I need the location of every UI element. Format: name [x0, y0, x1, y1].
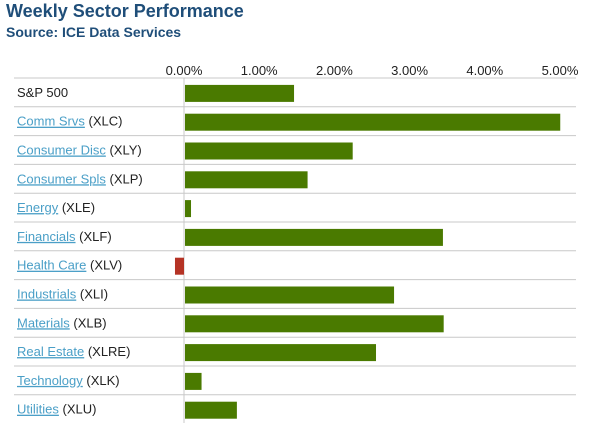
bar	[174, 257, 184, 275]
ticker-label: (XLF)	[76, 229, 112, 244]
bar	[185, 142, 353, 160]
category-label[interactable]: Energy (XLE)	[17, 200, 95, 215]
category-label[interactable]: Utilities (XLU)	[17, 402, 96, 417]
category-label[interactable]: Financials (XLF)	[17, 229, 112, 244]
bar	[185, 286, 395, 304]
bar	[185, 84, 295, 102]
bar	[185, 372, 202, 390]
sector-link[interactable]: Technology	[17, 373, 83, 388]
ticker-label: (XLC)	[85, 114, 123, 129]
category-label[interactable]: Materials (XLB)	[17, 315, 107, 330]
ticker-label: (XLP)	[106, 171, 143, 186]
category-label[interactable]: Real Estate (XLRE)	[17, 344, 130, 359]
sector-link[interactable]: Financials	[17, 229, 76, 244]
sector-link[interactable]: Health Care	[17, 258, 86, 273]
category-label: S&P 500	[17, 85, 68, 100]
category-label[interactable]: Health Care (XLV)	[17, 258, 122, 273]
ticker-label: (XLRE)	[84, 344, 130, 359]
bar	[185, 401, 237, 419]
x-tick-label: 2.00%	[316, 63, 353, 78]
ticker-label: (XLV)	[86, 258, 122, 273]
ticker-label: (XLE)	[58, 200, 95, 215]
sector-link[interactable]: Utilities	[17, 402, 59, 417]
bar	[185, 113, 561, 131]
sector-link[interactable]: Real Estate	[17, 344, 84, 359]
ticker-label: (XLY)	[106, 143, 142, 158]
category-label[interactable]: Technology (XLK)	[17, 373, 120, 388]
sector-link[interactable]: Materials	[17, 315, 70, 330]
bar	[185, 228, 443, 246]
sector-link[interactable]: Consumer Spls	[17, 171, 106, 186]
ticker-label: (XLI)	[76, 287, 108, 302]
ticker-label: (XLK)	[83, 373, 120, 388]
x-tick-label: 1.00%	[241, 63, 278, 78]
ticker-label: (XLB)	[70, 315, 107, 330]
sector-link[interactable]: Comm Srvs	[17, 114, 85, 129]
sector-link[interactable]: Industrials	[17, 287, 77, 302]
sector-link[interactable]: Consumer Disc	[17, 143, 106, 158]
x-tick-label: 5.00%	[542, 63, 579, 78]
chart-title: Weekly Sector Performance	[6, 1, 244, 21]
x-tick-label: 4.00%	[466, 63, 503, 78]
x-tick-label: 0.00%	[166, 63, 203, 78]
category-label[interactable]: Consumer Spls (XLP)	[17, 171, 143, 186]
chart-subtitle: Source: ICE Data Services	[6, 24, 182, 40]
bar	[185, 315, 444, 333]
bar	[185, 200, 192, 218]
category-label[interactable]: Comm Srvs (XLC)	[17, 114, 122, 129]
category-label[interactable]: Consumer Disc (XLY)	[17, 143, 142, 158]
ticker-label: (XLU)	[59, 402, 97, 417]
x-tick-label: 3.00%	[391, 63, 428, 78]
bar	[185, 171, 308, 189]
bar	[185, 344, 377, 362]
category-label[interactable]: Industrials (XLI)	[17, 287, 108, 302]
sector-link[interactable]: Energy	[17, 200, 59, 215]
